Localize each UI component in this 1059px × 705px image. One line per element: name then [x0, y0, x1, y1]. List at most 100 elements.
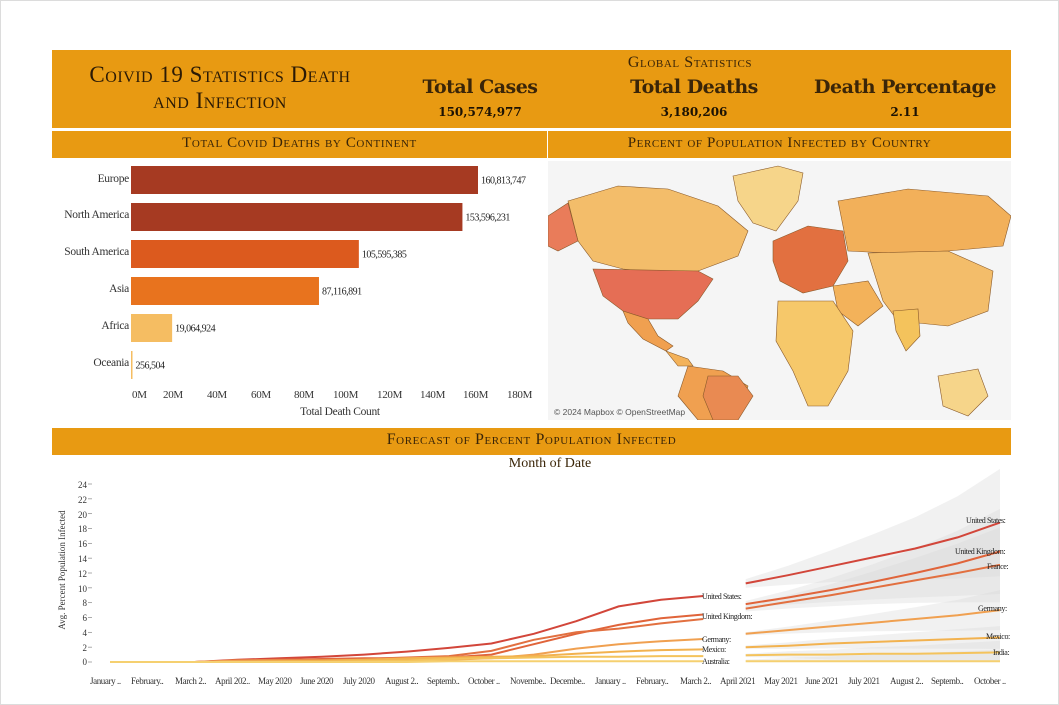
series-actual-united-kingdom[interactable] [110, 613, 704, 663]
india-shape [892, 308, 921, 352]
month-tick-7: July 2020 [343, 676, 375, 686]
africa-shape [775, 300, 854, 407]
forecast-header [52, 428, 1011, 455]
series-forecast-mexico[interactable] [745, 636, 1001, 649]
bar-label-north-america: North America [64, 209, 129, 221]
map-title: Percent of Population Infected by Countr… [627, 135, 932, 151]
x-tick-5: 100M [333, 389, 359, 401]
kpi-total-deaths-value: 3,180,206 [660, 105, 728, 119]
bar-label-oceania: Oceania [93, 357, 129, 369]
label-forecast-france: France: [987, 562, 1009, 571]
y-tick-6: 6 [82, 613, 88, 623]
map-attribution[interactable]: © 2024 Mapbox © OpenStreetMap [554, 407, 686, 417]
bar-label-south-america: South America [64, 246, 129, 258]
month-tick-20: August 2.. [890, 676, 924, 686]
kpi-total-deaths-label: Total Deaths [630, 76, 758, 98]
forecast-band-mexico [745, 626, 1000, 649]
forecast-band-united-kingdom [745, 508, 1000, 608]
series-forecast-india[interactable] [745, 651, 1001, 657]
continent-bar-value: 87,116,891 [322, 287, 362, 298]
month-tick-5: May 2020 [258, 676, 292, 686]
y-tick-2: 2 [82, 643, 88, 653]
month-tick-17: May 2021 [764, 676, 798, 686]
global-stats-title: Global Statistics [627, 54, 753, 71]
brazil-shape [702, 375, 754, 420]
bar-label-europe: Europe [97, 173, 130, 185]
continent-bar-south-america[interactable] [131, 240, 359, 268]
continent-chart-title: Total Covid Deaths by Continent [182, 135, 417, 151]
label-actual-australia: Australia: [702, 657, 730, 666]
continent-bar-asia[interactable] [131, 277, 319, 305]
month-tick-2: February.. [131, 676, 164, 686]
forecast-subtitle: Month of Date [508, 456, 592, 471]
kpi-death-percentage-value: 2.11 [890, 105, 920, 119]
forecast-band-germany [745, 590, 1000, 636]
kpi-total-cases-value: 150,574,977 [438, 105, 522, 119]
forecast-title: Forecast of Percent Population Infected [386, 431, 677, 448]
continent-bar-oceania[interactable] [131, 351, 133, 379]
label-forecast-germany: Germany: [978, 604, 1007, 613]
series-forecast-germany[interactable] [745, 609, 1001, 635]
y-tick-14: 14 [78, 554, 87, 564]
continent-bar-north-america[interactable] [131, 203, 463, 231]
dashboard-title: Coivid 19 Statistics Death and Infection [52, 62, 388, 138]
month-tick-10: October .. [468, 676, 500, 686]
world-map[interactable] [548, 161, 1011, 420]
label-actual-mexico: Mexico: [702, 645, 726, 654]
continent-bar-value: 105,595,385 [362, 250, 407, 261]
mexico-shape [622, 310, 674, 352]
x-tick-7: 140M [420, 389, 446, 401]
y-tick-20: 20 [78, 510, 87, 520]
month-tick-21: Septemb.. [931, 676, 964, 686]
y-tick-24: 24 [78, 480, 87, 490]
y-tick-4: 4 [82, 628, 88, 638]
russia-shape [837, 188, 1011, 254]
forecast-band-france [745, 527, 1000, 612]
month-tick-12: Decembe.. [550, 676, 585, 686]
x-tick-3: 60M [251, 389, 271, 401]
label-forecast-united-states: United States: [966, 516, 1006, 525]
continent-bar-africa[interactable] [131, 314, 173, 342]
central-america-shape [665, 350, 694, 367]
x-tick-9: 180M [507, 389, 533, 401]
canada-shape [567, 185, 749, 274]
month-tick-19: July 2021 [848, 676, 880, 686]
label-actual-united-kingdom: United Kingdom: [702, 612, 753, 621]
x-tick-6: 120M [377, 389, 403, 401]
x-axis-label: Total Death Count [300, 406, 380, 418]
month-tick-6: June 2020 [300, 676, 334, 686]
month-tick-3: March 2.. [175, 676, 207, 686]
label-forecast-india: India: [993, 648, 1010, 657]
y-tick-12: 12 [78, 569, 87, 579]
continent-chart-header [52, 131, 547, 158]
continent-bar-europe[interactable] [131, 166, 478, 194]
alaska-shape [548, 202, 579, 252]
bar-label-africa: Africa [101, 320, 129, 332]
label-actual-united-states: United States: [702, 592, 742, 601]
continent-bar-value: 19,064,924 [175, 324, 216, 335]
y-tick-0: 0 [82, 657, 88, 667]
month-tick-22: October .. [974, 676, 1006, 686]
series-forecast-united-states[interactable] [745, 521, 1001, 585]
x-tick-2: 40M [207, 389, 227, 401]
dashboard-title-line1: Coivid 19 Statistics Death [89, 62, 351, 87]
y-tick-22: 22 [78, 495, 87, 505]
forecast-band-united-states [745, 468, 1000, 588]
y-tick-10: 10 [78, 584, 87, 594]
australia-shape [937, 368, 989, 417]
series-forecast-united-kingdom[interactable] [745, 550, 1001, 606]
series-forecast-france[interactable] [745, 563, 1001, 610]
series-actual-australia[interactable] [110, 660, 704, 663]
x-tick-0: 0M [132, 389, 147, 401]
kpi-total-cases-label: Total Cases [422, 76, 538, 98]
month-tick-13: January .. [595, 676, 626, 686]
forecast-band-india [745, 640, 1000, 662]
label-forecast-mexico: Mexico: [986, 632, 1010, 641]
x-tick-1: 20M [163, 389, 183, 401]
bar-label-asia: Asia [109, 283, 129, 295]
y-tick-18: 18 [78, 524, 87, 534]
month-tick-18: June 2021 [805, 676, 839, 686]
usa-shape [592, 268, 714, 320]
greenland-shape [732, 165, 804, 232]
